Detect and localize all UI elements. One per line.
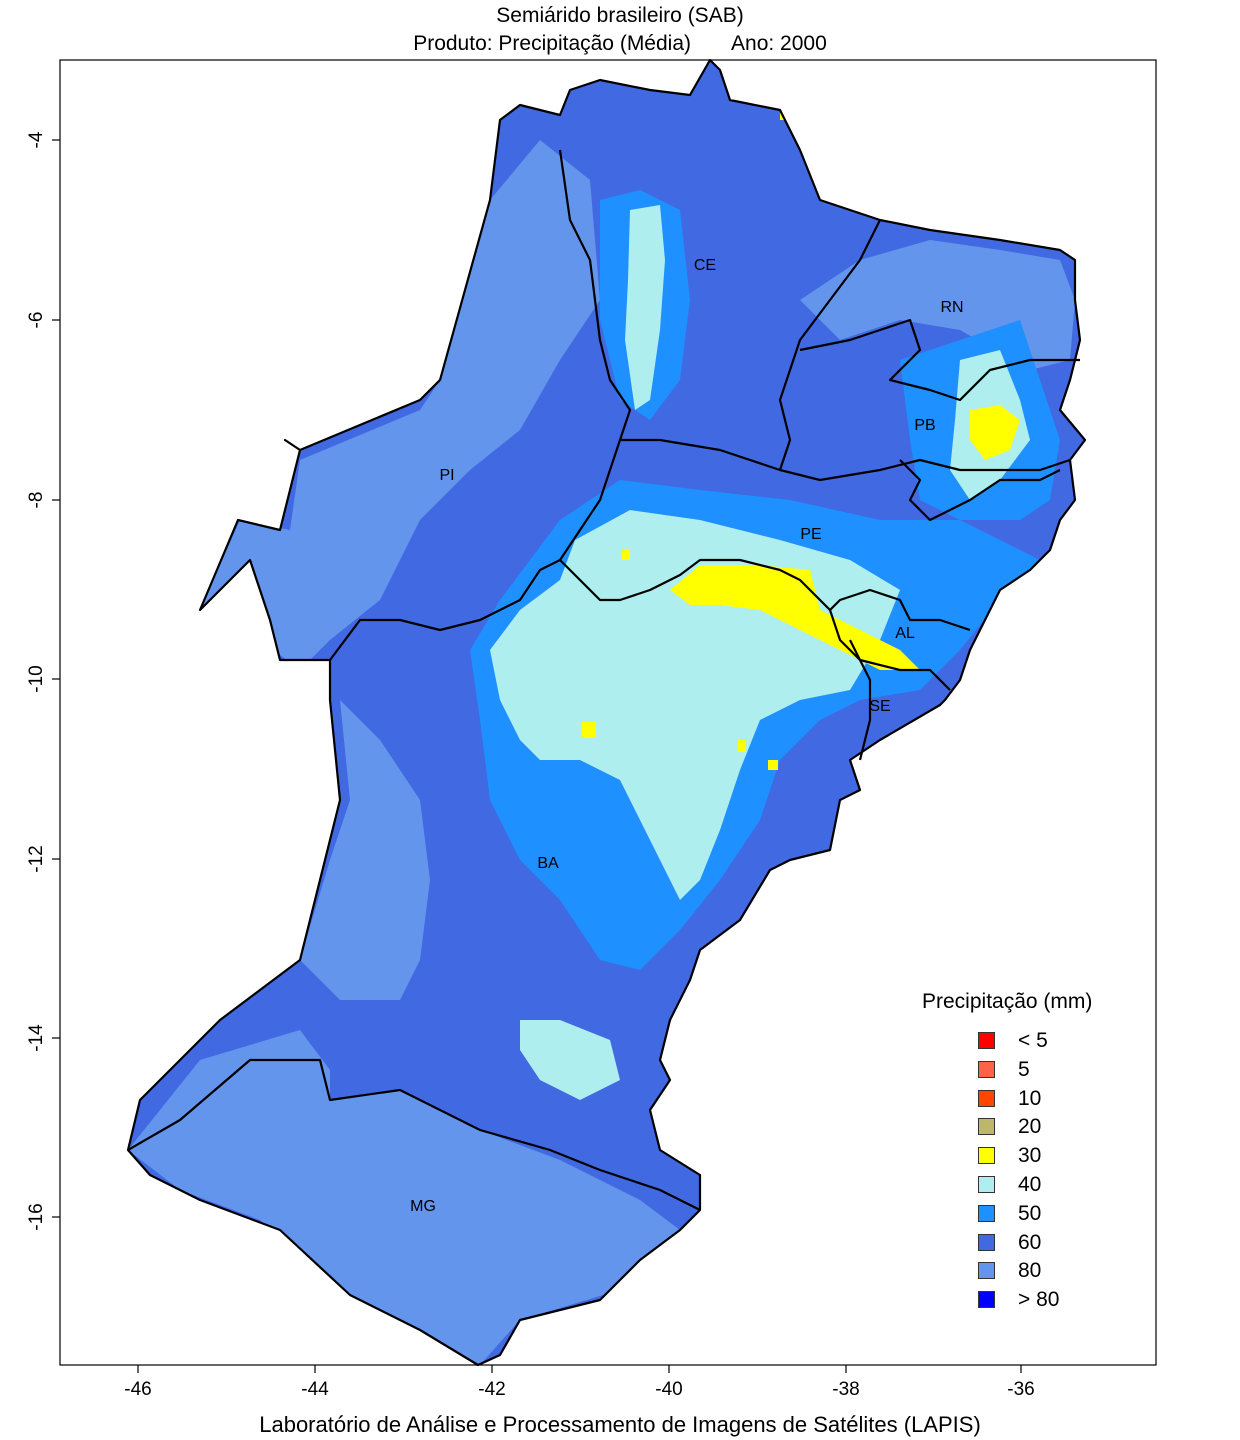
region-outline (126, 58, 1087, 1367)
zone-30-pernambuco (670, 565, 920, 670)
legend-swatch (978, 1147, 995, 1165)
x-tick-label: -36 (1007, 1379, 1034, 1400)
border-pb-pe (899, 459, 1061, 522)
x-tick-label: -38 (832, 1379, 859, 1400)
legend-swatch (978, 1060, 995, 1078)
zone-40-ceara (625, 205, 665, 410)
border-pi-ba (329, 559, 561, 661)
axis-ticks (52, 139, 1022, 1373)
zone-80-south (128, 1030, 680, 1365)
legend-swatch (978, 1233, 995, 1251)
y-tick-label: -16 (26, 1203, 47, 1230)
border-ce-pi (558, 149, 632, 441)
state-label-ce: CE (694, 257, 716, 274)
border-pe-north (620, 438, 1071, 482)
legend-swatch (978, 1176, 995, 1193)
x-tick-label: -44 (301, 1379, 329, 1400)
map-title: Semiárido brasileiro (SAB) (496, 4, 744, 27)
state-label-rn: RN (940, 299, 963, 316)
zone-80-northwest (200, 140, 600, 670)
y-tick-label: -10 (26, 665, 47, 692)
legend-swatch (978, 1262, 995, 1280)
footer-credit: Laboratório de Análise e Processamento d… (259, 1412, 981, 1437)
zone-40-south (520, 1020, 620, 1100)
state-borders (126, 58, 1087, 1367)
precipitation-raster (128, 60, 1085, 1365)
y-tick-label: -14 (26, 1024, 47, 1052)
zone-30-spot-b (738, 740, 746, 752)
border-se-ba (849, 639, 872, 761)
legend-swatch (978, 1089, 995, 1107)
y-tick-label: -4 (26, 131, 47, 148)
x-tick-label: -46 (124, 1379, 151, 1400)
map-subtitle: Produto: Precipitação (Média) Ano: 2000 (0, 32, 1240, 56)
state-label-ba: BA (537, 855, 559, 872)
zone-30-spot-c (768, 760, 778, 770)
legend-swatch (978, 1118, 995, 1136)
zone-30-paraiba (970, 405, 1020, 460)
legend-label: 10 (1018, 1086, 1042, 1110)
state-label-se: SE (869, 698, 890, 715)
state-label-pb: PB (914, 417, 935, 434)
legend-title: Precipitação (mm) (922, 990, 1093, 1013)
border-ce-east (778, 219, 881, 471)
legend-label: 40 (1018, 1173, 1042, 1196)
state-label-mg: MG (410, 1198, 436, 1215)
plot-frame (59, 59, 1157, 1366)
legend-label: 50 (1018, 1201, 1042, 1225)
legend-label: 5 (1018, 1057, 1030, 1081)
state-label-pe: PE (800, 526, 821, 543)
legend-swatch (978, 1032, 995, 1049)
product-label: Produto: Precipitação (Média) (413, 32, 692, 55)
state-label-pi: PI (439, 467, 454, 484)
border-pe-ba (558, 439, 971, 632)
state-label-al: AL (895, 625, 915, 642)
legend-swatch (978, 1204, 995, 1222)
legend-label: 60 (1018, 1230, 1042, 1254)
legend-label: < 5 (1018, 1029, 1048, 1052)
legend-label: 80 (1018, 1259, 1042, 1283)
zone-30-spot-d (622, 550, 630, 560)
legend-swatch (978, 1291, 995, 1309)
x-tick-label: -40 (655, 1379, 682, 1400)
zone-30-spot-a (582, 722, 596, 738)
x-tick-label: -42 (478, 1379, 505, 1400)
legend-label: 20 (1018, 1115, 1042, 1139)
y-tick-label: -6 (26, 312, 47, 329)
y-tick-label: -8 (26, 492, 47, 509)
y-tick-label: -12 (26, 845, 47, 872)
legend-label: 30 (1018, 1144, 1042, 1168)
border-rn-pb (799, 318, 1080, 402)
year-label: Ano: 2000 (731, 32, 827, 55)
legend-label: > 80 (1018, 1288, 1060, 1312)
zone-80-west (300, 700, 430, 1000)
border-ba-mg (127, 1058, 701, 1211)
border-al-se (828, 609, 951, 691)
